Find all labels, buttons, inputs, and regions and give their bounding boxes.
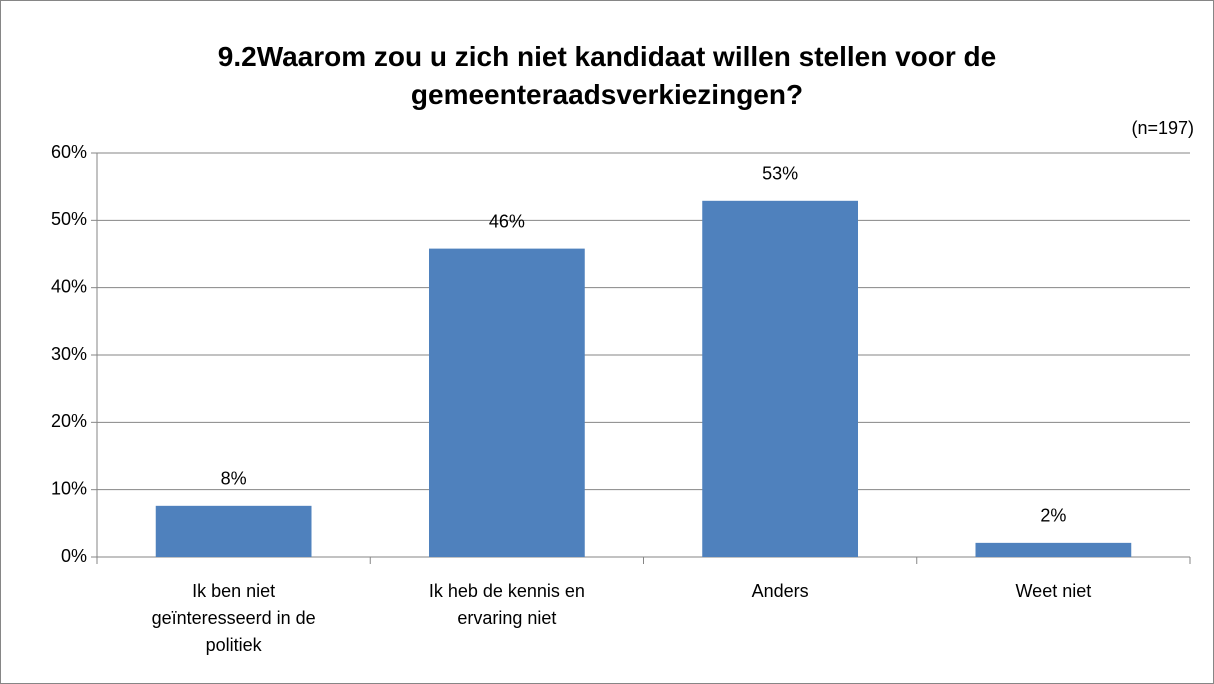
x-tick-label: Ik ben niet geïnteresseerd in de politie… <box>151 581 316 655</box>
data-label: 53% <box>762 164 798 184</box>
y-tick-label: 50% <box>51 209 87 229</box>
x-tick-label: Ik heb de kennis en ervaring niet <box>428 581 585 628</box>
data-label: 46% <box>489 211 525 231</box>
y-tick-label: 60% <box>51 142 87 162</box>
y-tick-label: 20% <box>51 411 87 431</box>
y-tick-label: 10% <box>51 478 87 498</box>
x-tick-label: Weet niet <box>1015 581 1092 601</box>
data-label: 2% <box>1040 506 1066 526</box>
x-tick-label: Anders <box>751 581 809 601</box>
subtitle: (n=197) <box>1131 118 1194 138</box>
bar <box>155 505 312 557</box>
y-tick-label: 0% <box>61 546 87 566</box>
chart-title: 9.2Waarom zou u zich niet kandidaat will… <box>217 41 997 110</box>
bar <box>975 542 1132 557</box>
y-tick-label: 30% <box>51 344 87 364</box>
y-tick-label: 40% <box>51 276 87 296</box>
bar <box>428 248 585 557</box>
bar <box>702 200 859 557</box>
data-label: 8% <box>221 469 247 489</box>
